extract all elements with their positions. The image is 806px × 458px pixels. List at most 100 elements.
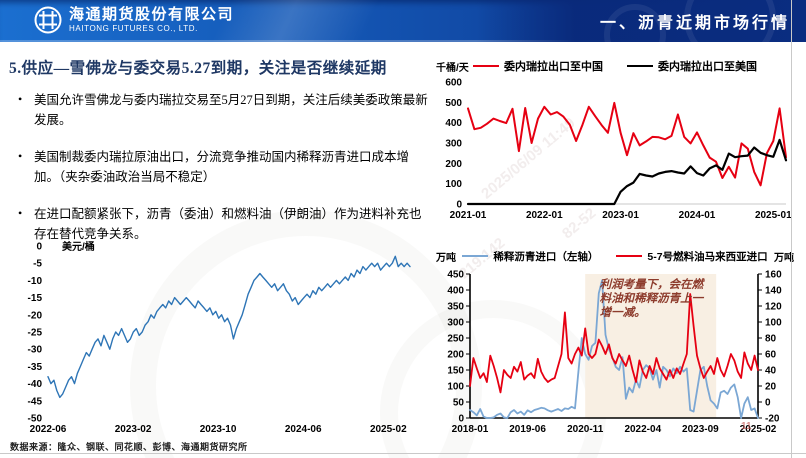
ribbon-decoration [604,4,666,66]
svg-text:-15: -15 [28,293,43,304]
svg-text:-50: -50 [28,414,43,425]
haitong-logo-icon [34,6,62,34]
svg-text:2024-01: 2024-01 [679,210,716,221]
svg-text:2025-01: 2025-01 [755,210,792,221]
svg-text:利润考量下，会在燃: 利润考量下，会在燃 [600,278,706,291]
svg-text:-20: -20 [765,414,780,425]
svg-text:100: 100 [765,318,782,329]
legend: 千桶/天 委内瑞拉出口至中国 委内瑞拉出口至美国 [434,58,796,74]
svg-text:2023-01: 2023-01 [602,210,639,221]
svg-text:300: 300 [447,318,464,329]
slide-bottom-border [0,453,806,454]
ribbon-decoration [684,0,776,64]
svg-text:20: 20 [765,382,777,393]
svg-text:150: 150 [447,366,464,377]
company-logo: 海通期货股份有限公司 HAITONG FUTURES CO., LTD. [34,6,234,34]
svg-text:40: 40 [765,366,777,377]
svg-text:60: 60 [765,350,777,361]
svg-text:-35: -35 [28,362,43,373]
svg-text:2020-11: 2020-11 [567,424,604,435]
slide-right-border [791,0,792,458]
svg-text:2025-02: 2025-02 [370,424,407,435]
page-title: 5.供应—雪佛龙与委交易5.27到期，关注是否继续延期 [9,60,387,77]
legend-label: 5-7号燃料油马来西亚进口 [647,250,768,263]
venezuela-exports-chart-block: 千桶/天 委内瑞拉出口至中国 委内瑞拉出口至美国 0 100 200 300 400 50… [434,58,796,231]
svg-text:400: 400 [445,118,462,129]
svg-text:增一减。: 增一减。 [600,306,646,319]
legend-item: 稀释沥青进口（左轴） [462,249,598,264]
section-ribbon: 一、沥青近期市场行情 [476,0,806,66]
svg-text:2023-09: 2023-09 [682,424,719,435]
svg-text:2019-06: 2019-06 [509,424,546,435]
svg-text:2022-06: 2022-06 [30,424,67,435]
legend-label: 稀释沥青进口（左轴） [493,250,599,263]
svg-text:料油和稀释沥青上一: 料油和稀释沥青上一 [600,292,705,305]
svg-text:350: 350 [447,302,464,313]
svg-text:300: 300 [445,139,462,150]
svg-text:200: 200 [447,350,464,361]
legend-item: 委内瑞拉出口至中国 [473,58,603,74]
svg-text:-25: -25 [28,328,43,339]
svg-text:100: 100 [447,382,464,393]
svg-text:0: 0 [456,200,462,211]
svg-text:160: 160 [765,270,782,281]
svg-text:2023-10: 2023-10 [200,424,237,435]
svg-text:0: 0 [36,242,42,253]
axis-unit-label-right: 万吨 [774,253,794,264]
svg-text:-10: -10 [28,276,43,287]
bullet-list: 美国允许雪佛龙与委内瑞拉交易至5月27日到期，关注后续美委政策最新发展。 美国制… [10,90,432,261]
page-number: 11 [741,421,752,432]
venezuela-exports-chart: 0 100 200 300 400 500 600 2021-01 2022-01 2023-01… [445,78,792,222]
svg-text:140: 140 [765,286,782,297]
svg-text:600: 600 [445,78,462,89]
legend-item: 委内瑞拉出口至美国 [627,58,757,74]
svg-text:120: 120 [765,302,782,313]
svg-text:250: 250 [447,334,464,345]
section-title: 一、沥青近期市场行情 [599,15,790,32]
bitumen-fuel-chart: 0 50 100 150 200 250 300 350 400 450 -20 0 20 40 60 80 1… [447,270,782,436]
header-bar: 海通期货股份有限公司 HAITONG FUTURES CO., LTD. 一、沥… [0,0,806,66]
legend-line-red [473,64,499,68]
legend: 万吨 稀释沥青进口（左轴） 5-7号燃料油马来西亚进口 万吨 [434,248,796,265]
legend-item: 5-7号燃料油马来西亚进口 [616,249,768,264]
svg-text:2025-02: 2025-02 [740,424,777,435]
legend-line-red [616,254,643,258]
legend-label: 委内瑞拉出口至美国 [658,61,757,73]
legend-label: 委内瑞拉出口至中国 [504,61,603,73]
company-name-en: HAITONG FUTURES CO., LTD. [69,23,198,33]
svg-text:美元/桶: 美元/桶 [62,240,95,253]
bullet-item: 在进口配额紧张下，沥青（委油）和燃料油（伊朗油）作为进料补充也存在替代竞争关系。 [10,204,432,244]
svg-text:50: 50 [453,398,465,409]
svg-text:0: 0 [765,398,771,409]
svg-text:450: 450 [447,270,464,281]
bullet-item: 美国制裁委内瑞拉原油出口，分流竞争推动国内稀释沥青进口成本增加。（夹杂委油政治当… [10,147,432,187]
svg-text:-20: -20 [28,310,43,321]
svg-text:2022-04: 2022-04 [624,424,661,435]
svg-text:80: 80 [765,334,777,345]
svg-text:100: 100 [445,179,462,190]
svg-text:0: 0 [458,414,464,425]
bitumen-fuel-chart-block: 万吨 稀释沥青进口（左轴） 5-7号燃料油马来西亚进口 万吨 0 50 100 150… [434,248,796,447]
svg-text:-5: -5 [33,259,42,270]
svg-text:-40: -40 [28,379,43,390]
axis-unit-label: 千桶/天 [436,63,469,74]
svg-text:2024-06: 2024-06 [285,424,322,435]
svg-text:200: 200 [445,159,462,170]
spread-chart-block: -50 -45 -40 -35 -30 -25 -20 -15 -10 -5 0 2022-06 202… [8,234,418,445]
svg-text:500: 500 [445,98,462,109]
svg-text:-45: -45 [28,396,43,407]
legend-line-blue [462,254,489,258]
svg-text:2023-02: 2023-02 [115,424,152,435]
company-name-cn: 海通期货股份有限公司 [69,6,235,23]
svg-text:-30: -30 [28,345,43,356]
data-source-note: 数据来源：隆众、钢联、同花顺、彭博、海通期货研究所 [10,442,248,452]
bullet-item: 美国允许雪佛龙与委内瑞拉交易至5月27日到期，关注后续美委政策最新发展。 [10,90,432,130]
svg-text:2021-01: 2021-01 [450,210,487,221]
svg-text:2022-01: 2022-01 [526,210,563,221]
legend-line-black [627,64,653,68]
axis-unit-label-left: 万吨 [436,253,456,264]
svg-text:2018-01: 2018-01 [452,424,489,435]
svg-text:400: 400 [447,286,464,297]
